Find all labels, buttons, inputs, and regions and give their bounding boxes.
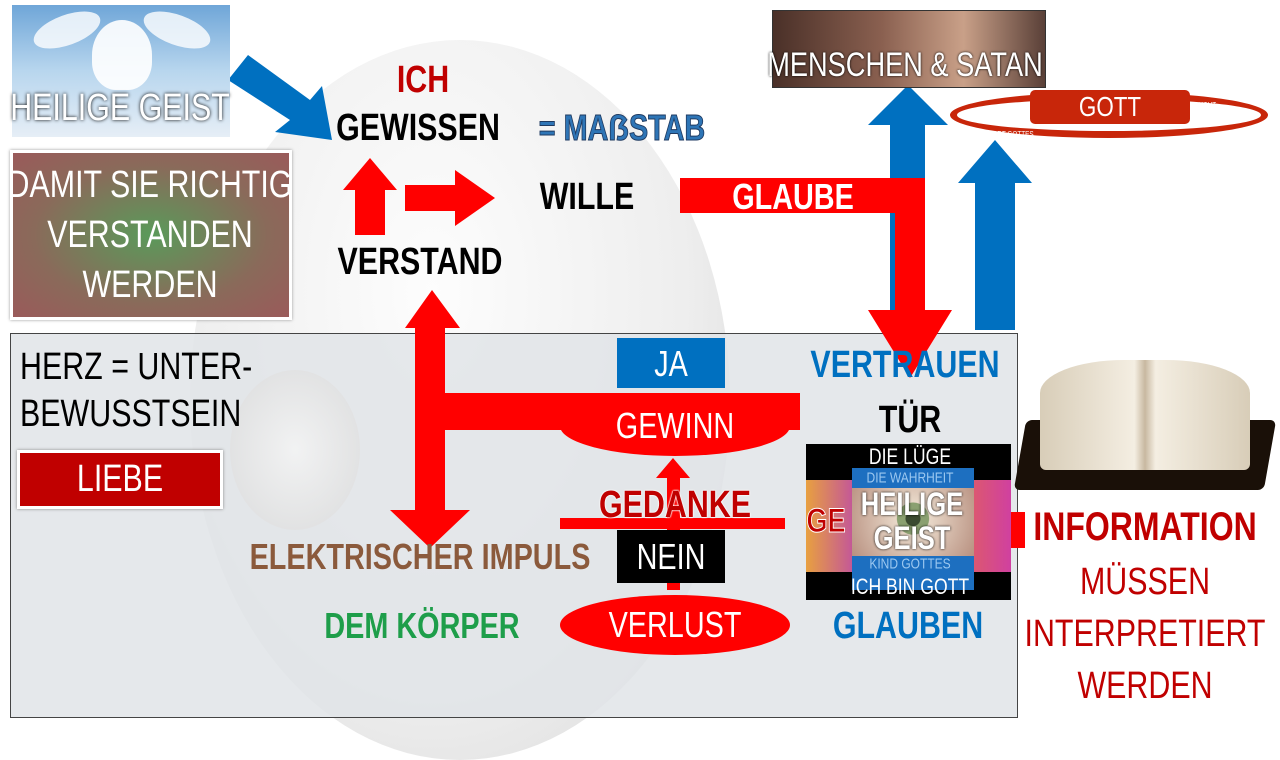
glaube-arrow xyxy=(680,178,952,378)
verlust-label: VERLUST xyxy=(608,604,742,645)
ja-label: JA xyxy=(654,343,688,384)
gewissen-label: GEWISSEN xyxy=(336,107,500,149)
gewinn-ellipse xyxy=(560,396,790,456)
glaube-label: GLAUBE xyxy=(732,176,854,217)
ear xyxy=(230,370,360,530)
door-bottom: ICH BIN GOTT xyxy=(850,574,970,599)
menschen-satan-image xyxy=(772,10,1046,88)
bible-pages xyxy=(1040,360,1250,470)
blue-arrow-dove xyxy=(228,55,332,140)
cycle-liebe: LIEBE xyxy=(982,106,1002,115)
herz-line-1: HERZ = UNTER- xyxy=(20,346,253,388)
note-line-3: WERDEN xyxy=(82,264,218,306)
red-up-arrow-verstand-gewissen xyxy=(343,158,397,235)
nein-label: NEIN xyxy=(636,536,706,577)
note-line-2: VERSTANDEN xyxy=(47,214,253,256)
gewinn-label: GEWINN xyxy=(615,405,735,446)
door-kind: KIND GOTTES xyxy=(869,555,951,573)
dove-image xyxy=(12,5,230,137)
koerper-label: DEM KÖRPER xyxy=(324,605,520,646)
herz-line-2: BEWUSSTSEIN xyxy=(20,393,242,435)
info-line-1: MÜSSEN xyxy=(1079,561,1211,603)
cycle-wort-gottes: WORT GOTTES xyxy=(986,130,1034,139)
info-line-2: INTERPRETIERT xyxy=(1024,613,1266,655)
info-line-3: WERDEN xyxy=(1077,665,1213,707)
door-image xyxy=(806,444,1011,600)
door-heilige: HEILIGE xyxy=(860,486,964,522)
tuer-label: TÜR xyxy=(878,399,942,441)
cycle-frucht: FRUCHT xyxy=(1189,101,1217,110)
door-geist: GEIST xyxy=(873,520,951,556)
ich-label: ICH xyxy=(396,59,450,101)
verstand-label: VERSTAND xyxy=(337,241,503,283)
verlust-ellipse xyxy=(560,595,790,655)
red-right-arrow-wille xyxy=(405,170,495,226)
liebe-box xyxy=(17,450,223,509)
dove-icon xyxy=(92,20,152,90)
ja-box xyxy=(617,338,725,388)
gedanke-label: GEDANKE xyxy=(598,484,752,526)
door-top: DIE LÜGE xyxy=(868,444,952,469)
vertrauen-label: VERTRAUEN xyxy=(810,344,1000,386)
note-box xyxy=(10,150,292,320)
gott-box xyxy=(1030,90,1190,124)
glauben-label: GLAUBEN xyxy=(832,605,984,647)
note-line-1: DAMIT SIE RICHTIG xyxy=(7,164,293,206)
small-up-arrow xyxy=(656,458,690,590)
wille-label: WILLE xyxy=(539,176,635,218)
door-partial-ge: GE xyxy=(806,502,846,540)
gott-label: GOTT xyxy=(1078,91,1142,122)
liebe-label: LIEBE xyxy=(76,458,164,500)
information-label: INFORMATION xyxy=(1033,505,1257,549)
door-wahrheit: DIE WAHRHEIT xyxy=(866,469,954,487)
dove-label: HEILIGE GEIST xyxy=(10,87,230,129)
massstab-label: = MAẞSTAB xyxy=(538,107,706,148)
blue-up-arrow-gott xyxy=(958,140,1032,330)
impuls-label: ELEKTRISCHER IMPULS xyxy=(249,536,591,577)
nein-box xyxy=(617,530,725,583)
eye-photo xyxy=(852,488,974,556)
menschen-satan-label: MENSCHEN & SATAN xyxy=(767,46,1043,84)
